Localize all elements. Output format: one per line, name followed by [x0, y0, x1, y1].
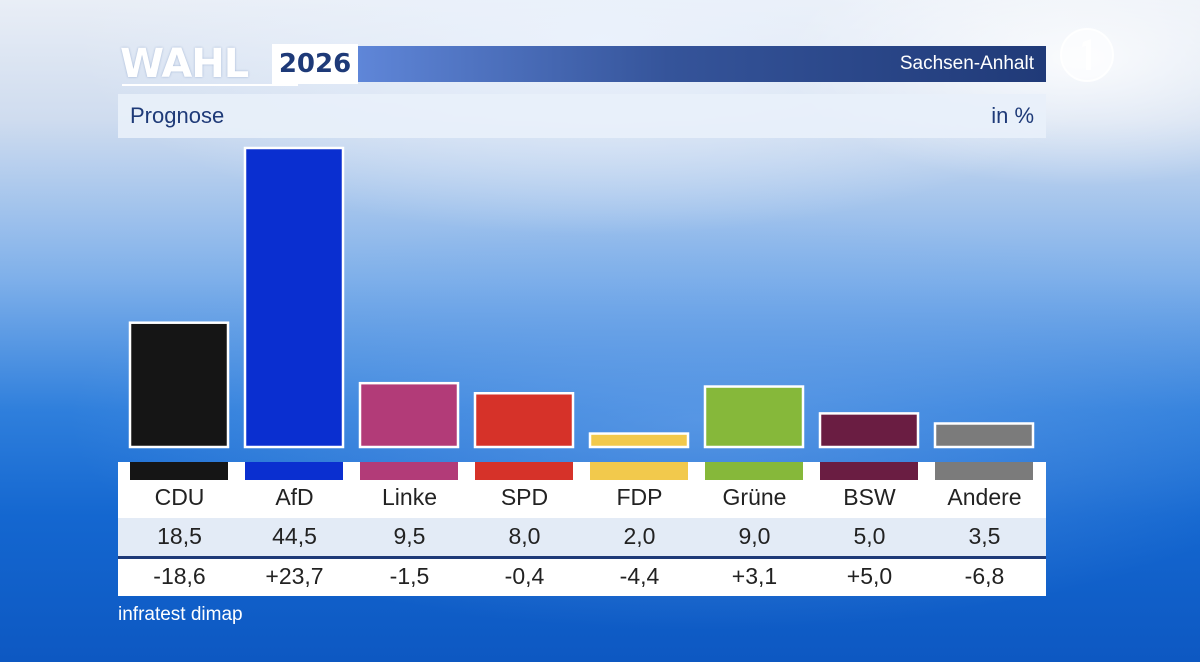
- tick-label-bsw: BSW: [843, 484, 896, 510]
- tick-label-cdu: CDU: [154, 484, 205, 510]
- diff-label-spd: -0,4: [504, 563, 545, 589]
- tick-label-linke: Linke: [382, 484, 437, 510]
- bar-fdp: [588, 432, 690, 449]
- data-label-linke: 9,5: [393, 523, 426, 549]
- bar-spd: [473, 391, 575, 449]
- value-row: 18,5 44,5 9,5 8,0 2,0 9,0 5,0 3,5: [118, 518, 1046, 556]
- region-label: Sachsen-Anhalt: [899, 53, 1034, 74]
- data-label-afd: 44,5: [272, 523, 317, 549]
- header-bar: WAHL 2026 Sachsen-Anhalt: [118, 41, 1046, 87]
- row-separator: [118, 556, 1046, 559]
- color-strip-cdu: [130, 462, 228, 480]
- unit-label: in %: [991, 103, 1034, 128]
- diff-label-linke: -1,5: [389, 563, 430, 589]
- diff-label-afd: +23,7: [265, 563, 324, 589]
- diff-label-fdp: -4,4: [619, 563, 660, 589]
- diff-label-grüne: +3,1: [731, 563, 778, 589]
- tick-label-spd: SPD: [500, 484, 549, 510]
- data-label-cdu: 18,5: [157, 523, 202, 549]
- color-strip-andere: [935, 462, 1033, 480]
- source-label: infratest dimap: [118, 604, 243, 625]
- color-strip-linke: [360, 462, 458, 480]
- diff-label-andere: -6,8: [964, 563, 1005, 589]
- bar-linke: [358, 381, 460, 449]
- diff-label-bsw: +5,0: [846, 563, 893, 589]
- brand-underline: [122, 84, 298, 86]
- bar-cdu: [128, 321, 230, 449]
- color-strip-fdp: [590, 462, 688, 480]
- tick-label-afd: AfD: [275, 484, 314, 510]
- region-bar: Sachsen-Anhalt: [358, 46, 1046, 82]
- color-strip-spd: [475, 462, 573, 480]
- tick-label-fdp: FDP: [616, 484, 663, 510]
- data-label-fdp: 2,0: [623, 523, 656, 549]
- color-strip-afd: [245, 462, 343, 480]
- chart-title: Prognose: [130, 103, 225, 128]
- tick-label-grüne: Grüne: [722, 484, 787, 510]
- tick-label-andere: Andere: [947, 484, 1022, 510]
- data-label-andere: 3,5: [968, 523, 1001, 549]
- color-strip-bsw: [820, 462, 918, 480]
- ard-logo-icon: [1060, 28, 1114, 82]
- results-table: CDU AfD Linke SPD FDP Grüne BSW Andere 18,5 44,5…: [118, 462, 1046, 596]
- diff-row: -18,6 +23,7 -1,5 -0,4 -4,4 +3,1 +5,0 -6,8: [118, 559, 1046, 596]
- party-name-row: CDU AfD Linke SPD FDP Grüne BSW Andere: [118, 462, 1046, 518]
- year-badge: 2026: [272, 44, 358, 84]
- data-label-bsw: 5,0: [853, 523, 886, 549]
- data-label-grüne: 9,0: [738, 523, 771, 549]
- bar-grüne: [703, 385, 805, 449]
- bar-bsw: [818, 412, 920, 449]
- title-bar: Prognose in %: [118, 94, 1046, 138]
- brand-word: WAHL: [120, 41, 249, 87]
- diff-label-cdu: -18,6: [153, 563, 206, 589]
- bar-afd: [243, 146, 345, 449]
- data-label-spd: 8,0: [508, 523, 541, 549]
- color-strip-grüne: [705, 462, 803, 480]
- bar-andere: [933, 422, 1035, 449]
